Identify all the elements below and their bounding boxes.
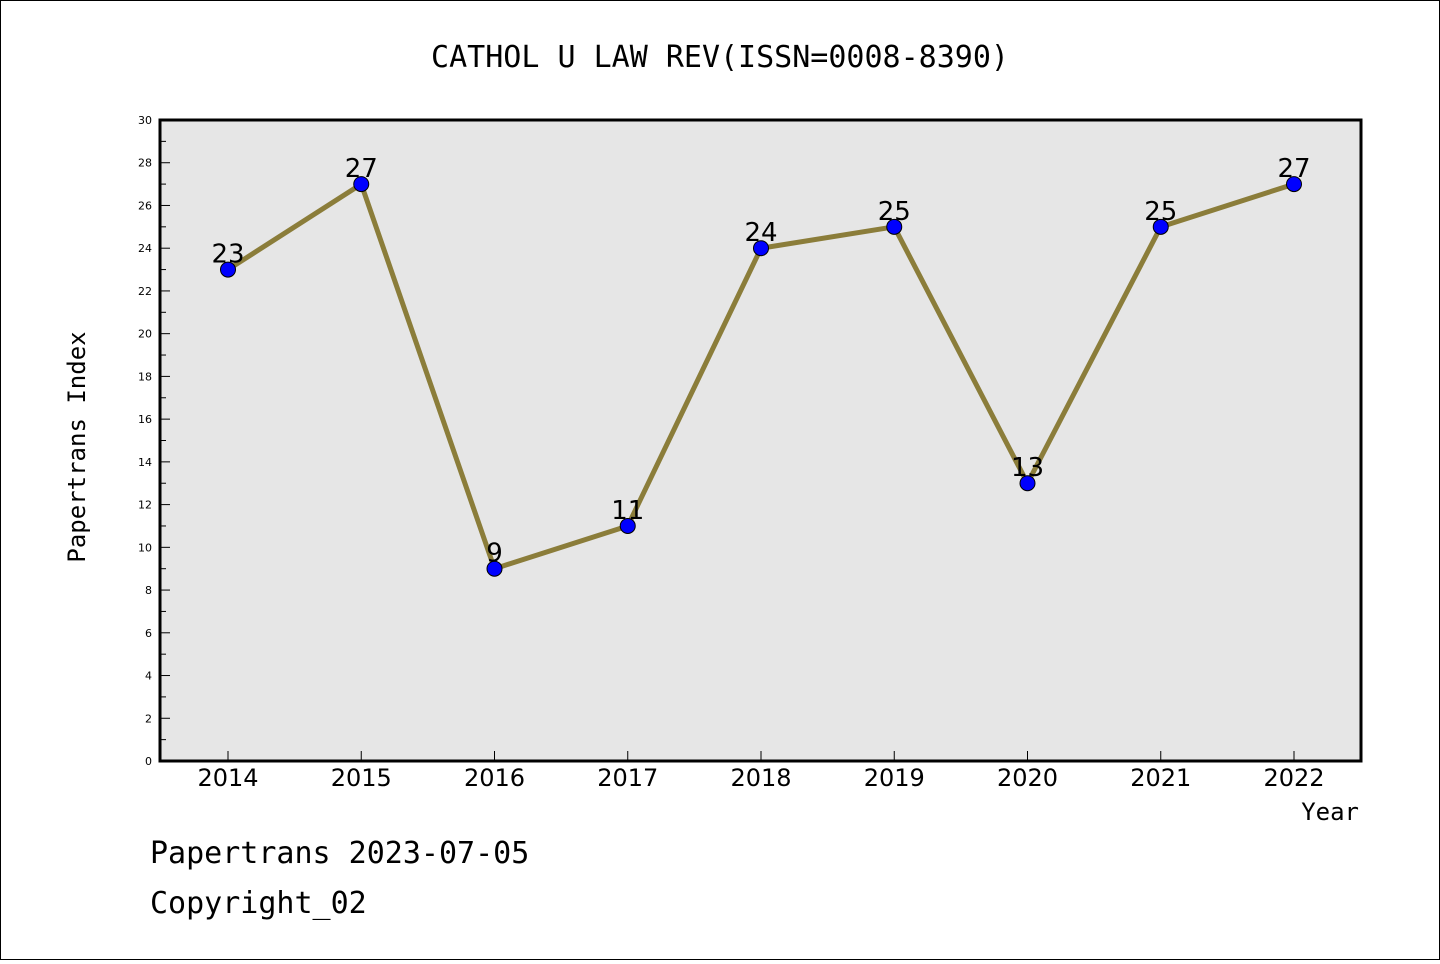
y-tick-label: 26: [138, 199, 152, 212]
x-tick-label: 2020: [997, 764, 1058, 792]
data-label: 25: [1144, 197, 1177, 227]
y-tick-label: 16: [138, 413, 152, 426]
y-tick-label: 2: [145, 712, 152, 725]
data-label: 24: [744, 218, 777, 248]
y-tick-label: 6: [145, 627, 152, 640]
y-tick-label: 30: [138, 114, 152, 127]
y-axis-label: Papertrans Index: [63, 331, 91, 562]
x-tick-label: 2018: [730, 764, 791, 792]
y-tick-label: 10: [138, 541, 152, 554]
data-point: [619, 517, 636, 534]
x-tick-label: 2015: [331, 764, 392, 792]
footer-copyright: Copyright_02: [150, 886, 367, 921]
data-label: 23: [211, 240, 244, 270]
y-tick-label: 0: [145, 755, 152, 768]
x-tick-label: 2017: [597, 764, 658, 792]
y-tick-label: 22: [138, 285, 152, 298]
y-tick-label: 4: [145, 670, 152, 683]
y-tick-label: 12: [138, 499, 152, 512]
x-tick-label: 2021: [1130, 764, 1191, 792]
x-tick-label: 2014: [197, 764, 258, 792]
data-point: [886, 218, 903, 235]
data-label: 25: [878, 197, 911, 227]
y-tick-label: 24: [138, 242, 152, 255]
data-label: 9: [486, 539, 503, 569]
data-point: [1286, 176, 1302, 193]
x-axis-ticks: 2014 2015 2016 2017 2018 2019 2020 2021 2022: [197, 751, 1325, 792]
data-point: [486, 560, 503, 577]
plot-area: [158, 118, 1363, 763]
x-tick-label: 2016: [464, 764, 525, 792]
data-point: [1152, 218, 1169, 235]
data-point: [1019, 475, 1036, 492]
y-tick-label: 20: [138, 328, 152, 341]
x-tick-label: 2022: [1263, 764, 1324, 792]
data-point: [220, 261, 236, 278]
footer-date: Papertrans 2023-07-05: [150, 836, 529, 871]
x-tick-label: 2019: [864, 764, 925, 792]
y-tick-label: 14: [138, 456, 152, 469]
data-labels: 23 27 9 11 24 25 13 25 27: [211, 154, 1310, 569]
y-tick-label: 28: [138, 157, 152, 170]
data-point: [353, 176, 370, 193]
series-points: [220, 176, 1302, 577]
y-tick-label: 8: [145, 584, 152, 597]
data-label: 13: [1011, 453, 1044, 483]
data-point: [753, 240, 769, 257]
y-tick-label: 18: [138, 370, 152, 383]
chart-title: CATHOL U LAW REV(ISSN=0008-8390): [431, 40, 1009, 75]
x-axis-label: Year: [1301, 798, 1359, 826]
data-label: 11: [611, 496, 644, 526]
data-label: 27: [1277, 154, 1310, 184]
data-label: 27: [345, 154, 378, 184]
